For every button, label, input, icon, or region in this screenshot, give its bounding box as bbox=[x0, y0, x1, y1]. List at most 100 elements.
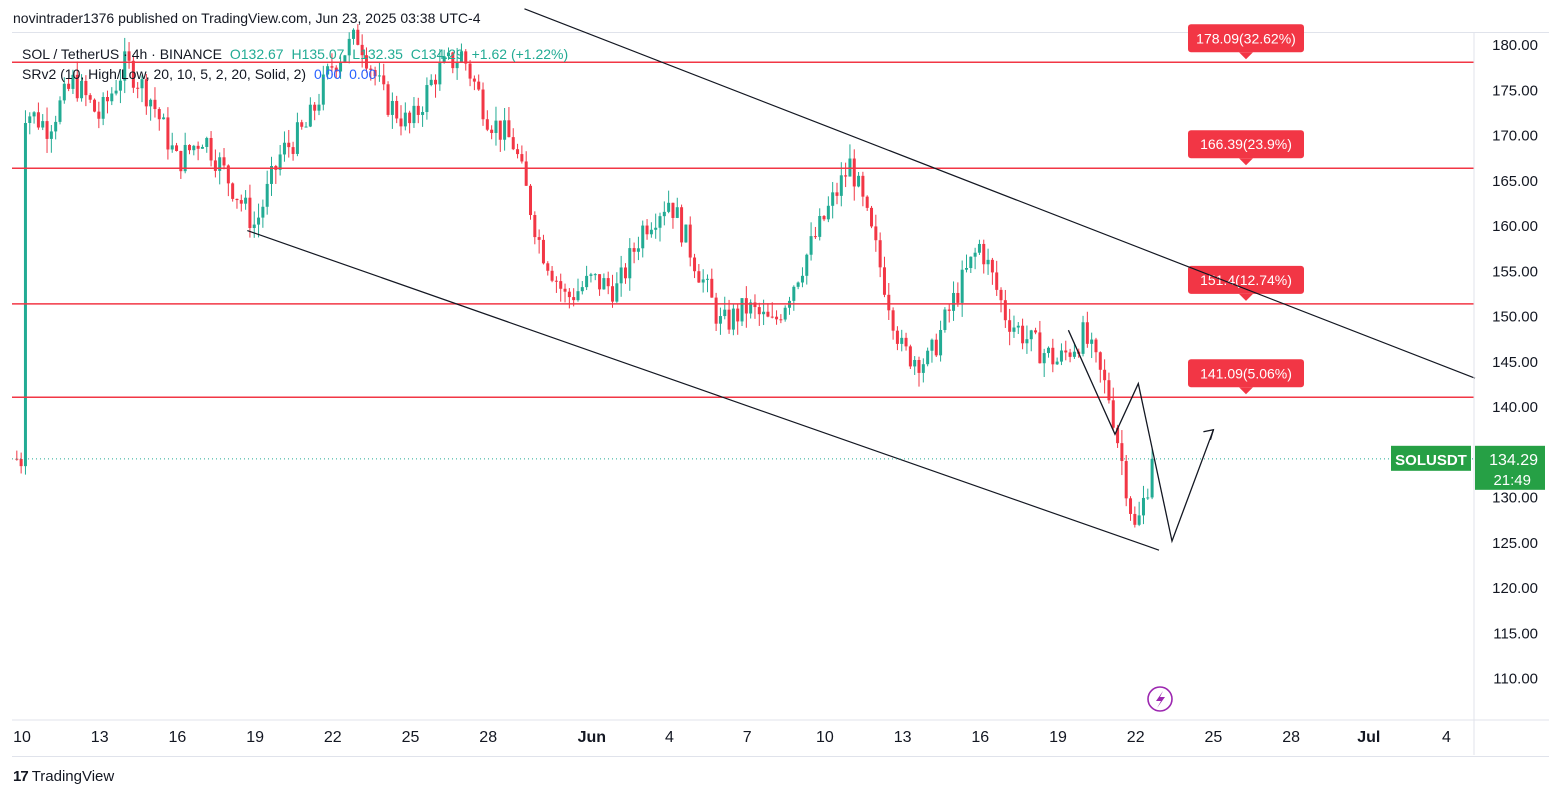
candle bbox=[1081, 315, 1085, 357]
candle bbox=[334, 65, 338, 79]
candle bbox=[593, 273, 597, 281]
candle bbox=[550, 266, 554, 283]
candle bbox=[969, 256, 973, 273]
x-tick-label: 7 bbox=[743, 729, 752, 746]
candle bbox=[939, 320, 943, 362]
candle bbox=[45, 107, 49, 153]
candle bbox=[196, 141, 200, 161]
symbol-tag-box bbox=[1391, 445, 1471, 471]
candle bbox=[623, 263, 627, 284]
candle bbox=[779, 314, 783, 324]
lightning-icon[interactable] bbox=[1147, 686, 1173, 712]
candle bbox=[714, 292, 718, 332]
candle bbox=[710, 268, 714, 298]
candle bbox=[766, 303, 770, 318]
level-label-box bbox=[1188, 265, 1304, 294]
channel-trendline[interactable] bbox=[524, 8, 1476, 379]
y-tick-label: 170.00 bbox=[1492, 128, 1538, 145]
ohlc-low: L132.35 bbox=[352, 46, 403, 62]
candle bbox=[1094, 337, 1098, 363]
channel-trendline[interactable] bbox=[247, 230, 1160, 551]
candle bbox=[749, 299, 753, 319]
candle bbox=[326, 63, 330, 80]
candle bbox=[330, 53, 334, 76]
candle bbox=[990, 257, 994, 285]
time-axis: 10 13 16 19 22 25 28 Jun 4 7 10 13 16 19 22 25 28 Jul 4 bbox=[13, 729, 1451, 746]
candle bbox=[1021, 318, 1025, 350]
symbol-info[interactable]: SOL / TetherUS · 4h · BINANCE bbox=[22, 46, 222, 62]
projection-path[interactable] bbox=[1067, 329, 1215, 544]
candle bbox=[1016, 322, 1020, 334]
x-tick-label: 28 bbox=[1282, 729, 1300, 746]
candle bbox=[788, 296, 792, 315]
candle bbox=[149, 98, 153, 121]
candle bbox=[1120, 430, 1124, 476]
candle bbox=[304, 122, 308, 128]
candle bbox=[805, 253, 809, 285]
candle bbox=[636, 236, 640, 261]
candle bbox=[416, 97, 420, 124]
chart-legend: SOL / TetherUS · 4h · BINANCE O132.67 H1… bbox=[22, 44, 572, 84]
candle bbox=[32, 111, 36, 124]
candle bbox=[421, 106, 425, 127]
candle bbox=[744, 286, 748, 328]
tradingview-logo-icon[interactable]: 17 bbox=[13, 768, 29, 785]
candle bbox=[926, 347, 930, 367]
candle bbox=[386, 81, 390, 117]
x-tick-label: 13 bbox=[91, 729, 109, 746]
candle bbox=[567, 288, 571, 309]
candle bbox=[1141, 485, 1145, 525]
candle bbox=[200, 144, 204, 149]
price-axis: 180.00175.00170.00165.00160.00155.00150.… bbox=[12, 33, 1549, 755]
symbol-tag: SOLUSDT bbox=[1395, 452, 1467, 469]
y-tick-label: 180.00 bbox=[1492, 37, 1538, 54]
candle bbox=[144, 73, 148, 115]
candle bbox=[36, 102, 40, 130]
chart-frame bbox=[12, 32, 1549, 757]
candle bbox=[477, 74, 481, 91]
candle bbox=[295, 112, 299, 157]
candle bbox=[848, 144, 852, 177]
candle bbox=[166, 107, 170, 160]
candle bbox=[1137, 501, 1141, 527]
candle bbox=[904, 332, 908, 351]
candle bbox=[934, 333, 938, 358]
y-tick-label: 120.00 bbox=[1492, 580, 1538, 597]
level-line[interactable]: 141.09(5.06%) bbox=[12, 359, 1474, 399]
candle bbox=[839, 162, 843, 207]
candle bbox=[1090, 332, 1094, 359]
indicator-value-1: 0.00 bbox=[313, 66, 342, 82]
candle bbox=[675, 197, 679, 219]
candle bbox=[667, 190, 671, 214]
level-line[interactable]: 166.39(23.9%) bbox=[12, 130, 1474, 169]
footer-brand[interactable]: TradingView bbox=[31, 768, 115, 785]
candle bbox=[589, 272, 593, 283]
candle bbox=[554, 276, 558, 293]
candle bbox=[41, 114, 45, 131]
y-tick-label: 130.00 bbox=[1492, 490, 1538, 507]
candle bbox=[831, 182, 835, 219]
level-line[interactable]: 178.09(32.62%) bbox=[12, 24, 1474, 64]
candle bbox=[498, 120, 502, 152]
candle bbox=[1098, 351, 1102, 383]
candle bbox=[494, 106, 498, 146]
candle bbox=[114, 79, 118, 96]
candle bbox=[727, 299, 731, 334]
candle bbox=[403, 102, 407, 131]
candle bbox=[67, 78, 71, 92]
candle bbox=[1111, 387, 1115, 431]
candle bbox=[503, 108, 507, 151]
candle bbox=[775, 310, 779, 325]
candle bbox=[533, 211, 537, 245]
level-label: 141.09(5.06%) bbox=[1200, 365, 1292, 381]
candle bbox=[187, 144, 191, 155]
candle bbox=[1068, 348, 1072, 363]
indicator-name[interactable]: SRv2 (10, High/Low, 20, 10, 5, 2, 20, So… bbox=[22, 66, 307, 82]
candle bbox=[248, 184, 252, 238]
candle bbox=[680, 204, 684, 247]
level-line[interactable]: 151.4(12.74%) bbox=[12, 265, 1474, 305]
candle bbox=[71, 69, 75, 94]
candle bbox=[826, 196, 830, 223]
candle bbox=[628, 238, 632, 291]
